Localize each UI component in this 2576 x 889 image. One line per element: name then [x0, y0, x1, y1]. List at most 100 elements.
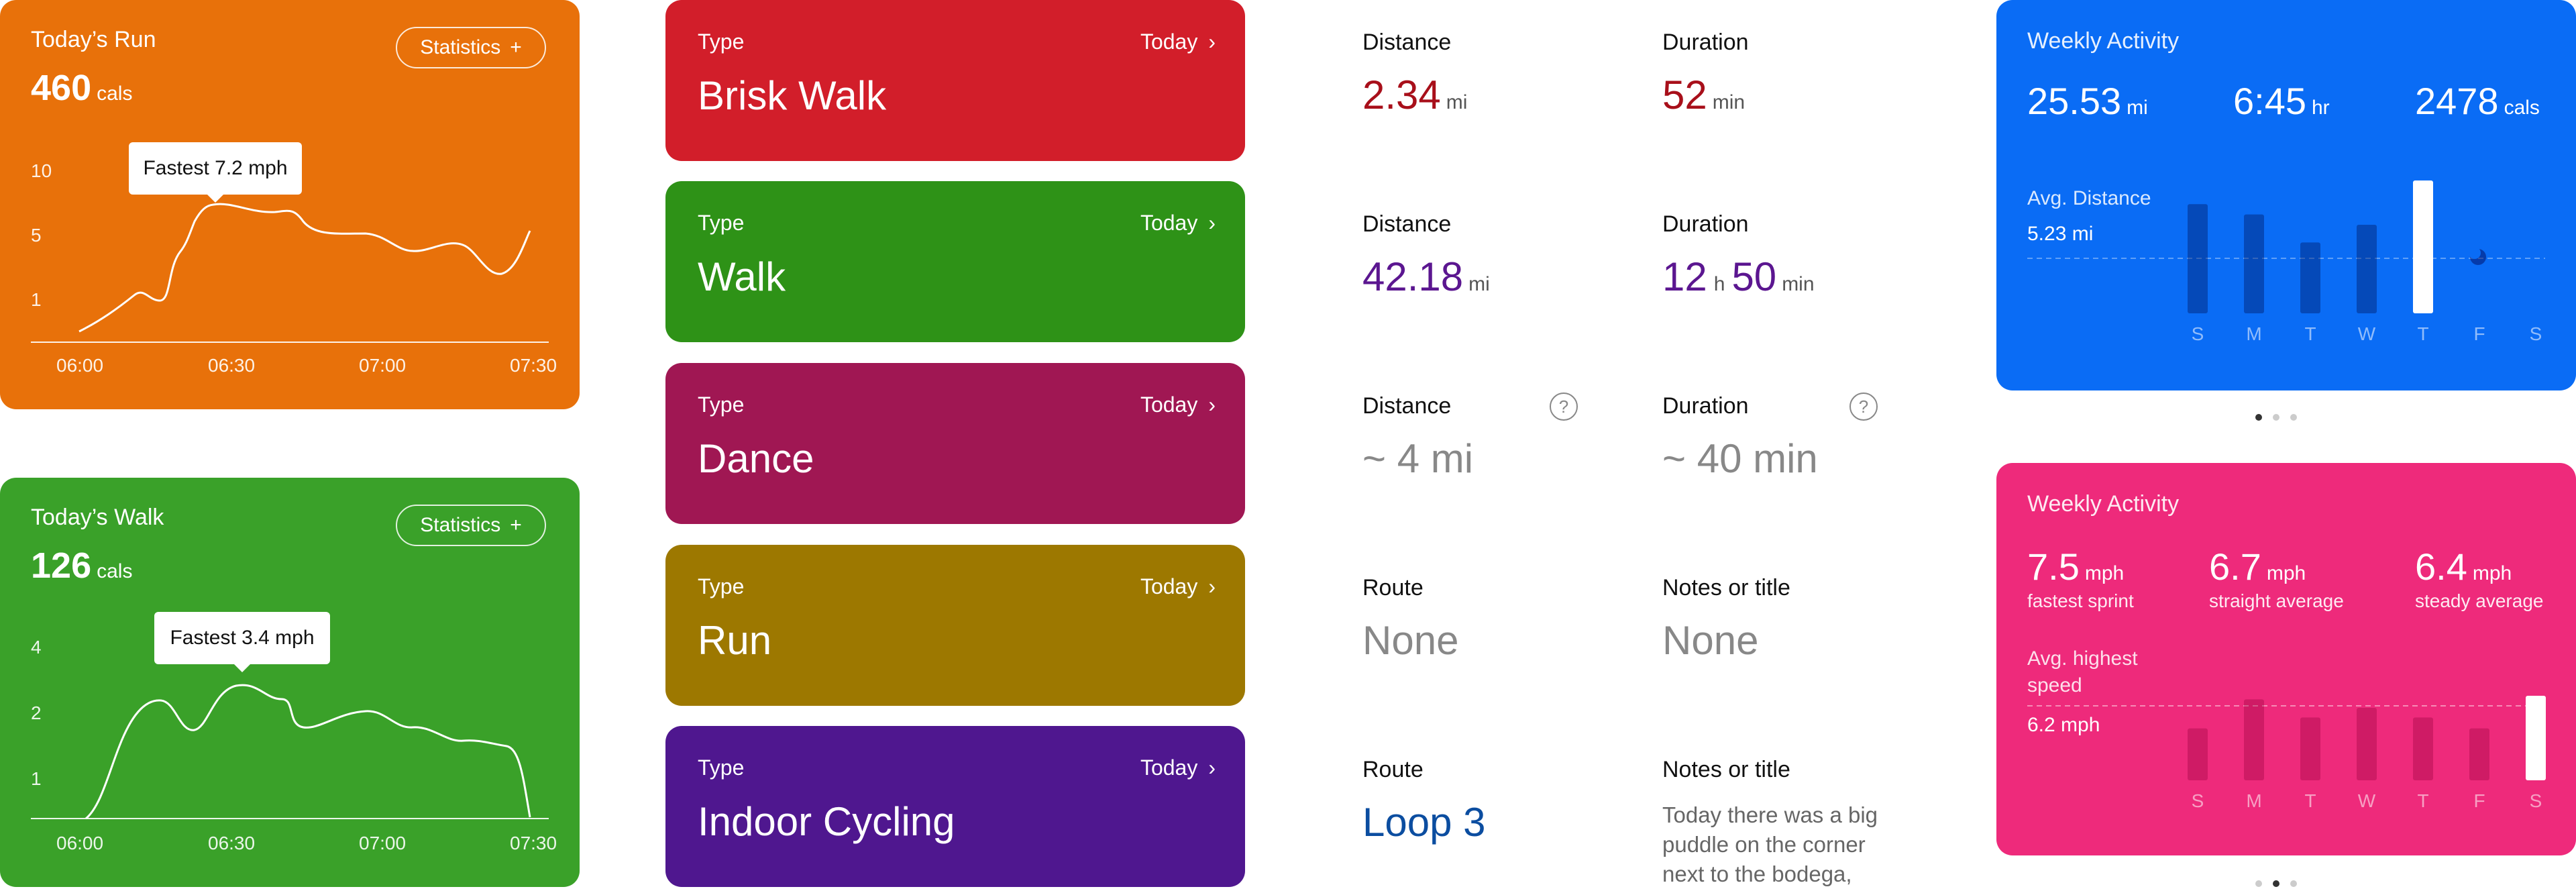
route-value[interactable]: Loop 3 — [1362, 800, 1486, 845]
avg-speed-label: Avg. highest speed — [2027, 647, 2138, 696]
today-label: Today — [1140, 211, 1198, 235]
weekly-pager[interactable] — [2255, 414, 2297, 421]
weekly-speed-card: S M T W T F S Weekly Activity 7.5 mph fastest s… — [1996, 463, 2576, 855]
today-link[interactable]: Today › — [1140, 755, 1216, 780]
today-link[interactable]: Today › — [1140, 574, 1216, 599]
notes-label: Notes or title — [1662, 757, 1790, 782]
type-label: Type — [698, 755, 745, 780]
today-label: Today — [1140, 574, 1198, 598]
chevron-right-icon: › — [1208, 393, 1216, 417]
day-bar[interactable] — [2244, 699, 2264, 780]
activity-card-indoor-cycling[interactable]: Type Indoor Cycling Today › — [665, 726, 1245, 887]
day-bar[interactable] — [2357, 225, 2377, 313]
pager-dot[interactable] — [2255, 414, 2262, 421]
walk-calories-value: 126 — [31, 545, 92, 586]
day-bar[interactable] — [2188, 728, 2208, 780]
run-calories-unit: cals — [97, 83, 133, 105]
day-bar[interactable] — [2413, 717, 2433, 780]
today-link[interactable]: Today › — [1140, 211, 1216, 236]
help-icon[interactable]: ? — [1550, 393, 1578, 421]
weekly-total-distance: 25.53 mi — [2027, 80, 2148, 122]
notes-value[interactable]: None — [1662, 618, 1759, 663]
distance-label: Distance — [1362, 211, 1452, 237]
type-label: Type — [698, 393, 745, 417]
day-bar[interactable] — [2526, 696, 2546, 780]
distance-value: 2.34 — [1362, 72, 1441, 117]
day-bar[interactable] — [2469, 728, 2489, 780]
distance-metric: Distance 42.18 mi — [1362, 211, 1617, 300]
today-label: Today — [1140, 30, 1198, 54]
weekly-title: Weekly Activity — [2027, 491, 2180, 517]
day-bar[interactable] — [2300, 717, 2320, 780]
distance-unit: mi — [1468, 273, 1490, 295]
duration-label: Duration — [1662, 30, 1749, 55]
day-label: W — [2358, 323, 2376, 344]
avg-distance-value: 5.23 mi — [2027, 223, 2094, 245]
chevron-right-icon: › — [1208, 574, 1216, 598]
activity-card-run[interactable]: Type Run Today › — [665, 545, 1245, 706]
run-card-title: Today’s Run — [31, 27, 156, 52]
duration-unit: min — [1712, 91, 1746, 113]
walk-card: 4 2 1 06:00 06:30 07:00 07:30 Today’s Wa… — [0, 478, 580, 887]
type-label: Type — [698, 574, 745, 598]
run-y-tick: 10 — [31, 160, 52, 181]
activity-card-brisk-walk[interactable]: Type Brisk Walk Today › — [665, 0, 1245, 161]
duration-hours: 12 — [1662, 254, 1707, 299]
notes-text[interactable]: Today there was a big puddle on the corn… — [1662, 802, 1878, 886]
pager-dot[interactable] — [2255, 880, 2262, 887]
day-bar[interactable] — [2413, 180, 2433, 313]
activity-card-dance[interactable]: Type Dance Today › — [665, 363, 1245, 524]
day-bar[interactable] — [2244, 214, 2264, 313]
pager-dot[interactable] — [2273, 880, 2279, 887]
day-label: F — [2473, 790, 2485, 811]
day-label: M — [2246, 790, 2261, 811]
day-label: T — [2304, 790, 2316, 811]
help-icon[interactable]: ? — [1849, 393, 1878, 421]
run-calories-value: 460 — [31, 68, 92, 108]
walk-fastest-tooltip: Fastest 3.4 mph — [154, 612, 330, 672]
run-statistics-label: Statistics — [420, 36, 501, 58]
duration-metric: Duration 52 min — [1662, 30, 1917, 118]
run-x-tick: 06:00 — [56, 355, 103, 376]
avg-speed-value: 6.2 mph — [2027, 714, 2100, 736]
route-metric: Route None — [1362, 575, 1617, 664]
walk-y-tick: 2 — [31, 702, 42, 723]
distance-label: Distance — [1362, 393, 1452, 419]
run-y-tick: 5 — [31, 225, 42, 246]
day-label: S — [2192, 790, 2204, 811]
day-label: S — [2530, 323, 2542, 344]
duration-value: 52 — [1662, 72, 1707, 117]
day-label: S — [2192, 323, 2204, 344]
hours-unit: h — [1713, 273, 1725, 295]
route-value[interactable]: None — [1362, 618, 1459, 663]
run-speed-line — [78, 203, 531, 333]
activity-name: Run — [698, 618, 772, 663]
walk-x-tick: 07:00 — [359, 833, 406, 853]
today-link[interactable]: Today › — [1140, 393, 1216, 417]
run-statistics-button[interactable]: Statistics + — [396, 27, 546, 68]
day-bar[interactable] — [2357, 708, 2377, 780]
activity-card-walk[interactable]: Type Walk Today › — [665, 181, 1245, 342]
weekly-total-calories: 2478 cals — [2415, 80, 2540, 122]
walk-x-tick: 06:00 — [56, 833, 103, 853]
run-x-tick: 07:00 — [359, 355, 406, 376]
pager-dot[interactable] — [2273, 414, 2279, 421]
day-label: F — [2473, 323, 2485, 344]
pager-dot[interactable] — [2290, 414, 2297, 421]
walk-speed-chart: 4 2 1 06:00 06:30 07:00 07:30 — [31, 637, 557, 853]
walk-speed-line — [85, 684, 531, 820]
day-label: T — [2304, 323, 2316, 344]
plus-icon: + — [510, 36, 522, 58]
today-link[interactable]: Today › — [1140, 30, 1216, 54]
pager-dot[interactable] — [2290, 880, 2297, 887]
run-x-tick: 06:30 — [208, 355, 255, 376]
walk-y-tick: 4 — [31, 637, 42, 658]
day-label: W — [2358, 790, 2376, 811]
day-bar[interactable] — [2188, 204, 2208, 313]
run-y-tick: 1 — [31, 289, 42, 310]
walk-statistics-button[interactable]: Statistics + — [396, 505, 546, 546]
weekly-pager[interactable] — [2255, 880, 2297, 887]
walk-card-title: Today’s Walk — [31, 505, 164, 530]
day-bar[interactable] — [2300, 242, 2320, 313]
